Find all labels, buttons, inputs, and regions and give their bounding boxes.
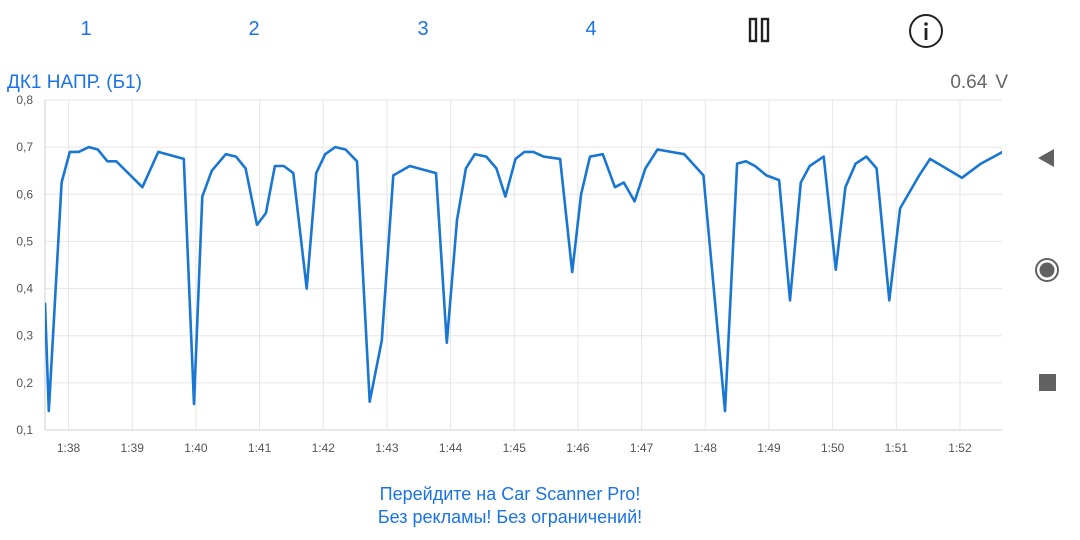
record-icon[interactable]	[1034, 257, 1060, 283]
y-tick-label: 0,2	[16, 376, 33, 390]
y-tick-label: 0,6	[16, 187, 33, 201]
y-tick-label: 0,5	[16, 234, 33, 248]
tab-1[interactable]: 1	[80, 18, 92, 40]
voltage-series-line	[45, 145, 1002, 413]
x-tick-label: 1:38	[57, 441, 81, 455]
value-unit: V	[995, 72, 1008, 93]
current-value-readout: 0.64 V	[950, 72, 1008, 94]
tab-3[interactable]: 3	[417, 18, 429, 40]
sensor-line-chart[interactable]: 0,1 0,2 0,3 0,4 0,5 0,6 0,7 0,8 1:38 1:39 1:40 1:41…	[0, 90, 1020, 465]
x-tick-label: 1:50	[821, 441, 845, 455]
y-tick-label: 0,7	[16, 140, 33, 154]
x-tick-label: 1:39	[121, 441, 145, 455]
back-triangle-icon[interactable]	[1036, 147, 1058, 169]
x-tick-label: 1:51	[885, 441, 909, 455]
pause-icon[interactable]	[746, 16, 774, 44]
x-tick-label: 1:45	[503, 441, 527, 455]
y-tick-label: 0,1	[16, 423, 33, 437]
y-tick-label: 0,4	[16, 282, 33, 296]
x-tick-label: 1:46	[566, 441, 590, 455]
y-tick-label: 0,3	[16, 329, 33, 343]
tab-bar: 1 2 3 4	[0, 0, 1010, 62]
promo-line-2[interactable]: Без рекламы! Без ограничений!	[377, 507, 643, 527]
x-tick-label: 1:44	[439, 441, 463, 455]
info-icon[interactable]	[908, 13, 944, 49]
x-tick-label: 1:40	[184, 441, 208, 455]
tab-4[interactable]: 4	[585, 18, 597, 40]
x-tick-label: 1:52	[948, 441, 972, 455]
x-tick-label: 1:41	[248, 441, 272, 455]
x-tick-label: 1:49	[757, 441, 781, 455]
chart-title: ДК1 НАПР. (Б1)	[7, 72, 142, 93]
x-tick-label: 1:43	[375, 441, 399, 455]
stop-icon[interactable]	[1039, 374, 1056, 391]
x-tick-label: 1:47	[630, 441, 654, 455]
x-tick-label: 1:42	[312, 441, 336, 455]
promo-line-1[interactable]: Перейдите на Car Scanner Pro!	[379, 484, 641, 504]
tab-2[interactable]: 2	[248, 18, 260, 40]
x-tick-label: 1:48	[694, 441, 718, 455]
y-tick-label: 0,8	[16, 93, 33, 107]
current-value: 0.64	[950, 72, 988, 93]
